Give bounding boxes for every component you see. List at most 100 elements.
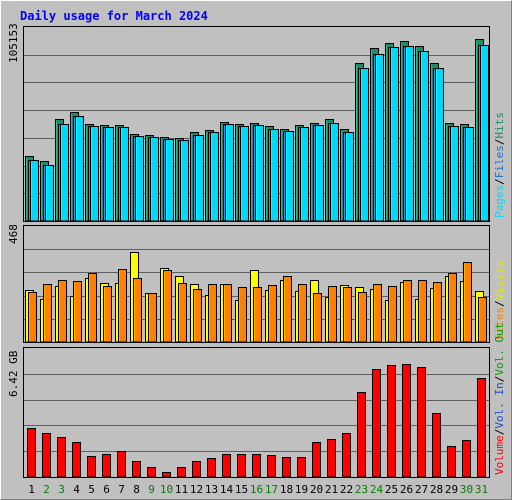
legend-separator: /: [493, 139, 506, 146]
bar-sites-day-10: [163, 270, 172, 343]
bars-layer: [25, 39, 489, 478]
bar-volume-day-13: [207, 458, 216, 478]
bar-sites-day-26: [403, 280, 412, 343]
bar-sites-day-12: [193, 289, 202, 343]
bar-volume-day-3: [57, 437, 66, 478]
bar-pages-day-2: [45, 165, 54, 222]
bar-volume-day-26: [402, 364, 411, 478]
x-tick-label: 8: [133, 483, 140, 496]
bar-volume-day-6: [102, 454, 111, 478]
bar-sites-day-5: [88, 273, 97, 343]
bar-sites-day-11: [178, 283, 187, 343]
x-tick-label: 28: [430, 483, 443, 496]
x-tick-label: 25: [385, 483, 398, 496]
legend-visits: Visits: [493, 261, 506, 301]
bar-pages-day-19: [300, 127, 309, 222]
legend-text: Pages/Files/Hits: [493, 112, 506, 218]
bar-volume-day-19: [297, 457, 306, 478]
bar-sites-day-31: [478, 297, 487, 343]
bar-volume-day-25: [387, 365, 396, 478]
bar-volume-day-31: [477, 378, 486, 478]
bar-sites-day-3: [58, 280, 67, 343]
x-tick-label: 21: [325, 483, 338, 496]
bar-sites-day-9: [148, 293, 157, 343]
bar-sites-day-13: [208, 284, 217, 343]
bar-volume-day-30: [462, 440, 471, 478]
bar-pages-day-22: [345, 132, 354, 222]
x-tick-label: 9: [148, 483, 155, 496]
x-tick-label: 27: [415, 483, 428, 496]
chart-title: Daily usage for March 2024: [20, 9, 208, 23]
legend-separator: /: [493, 429, 506, 436]
bar-volume-day-5: [87, 456, 96, 478]
legend-layer: Pages/Files/HitsSites/VisitsVolume/Vol. …: [493, 112, 506, 475]
bar-pages-day-14: [225, 124, 234, 222]
bar-sites-day-4: [73, 281, 82, 343]
bar-pages-day-15: [240, 126, 249, 222]
x-tick-label: 10: [160, 483, 173, 496]
bar-volume-day-20: [312, 442, 321, 478]
legend-text: Volume/Vol. In/Vol. Out: [493, 323, 506, 475]
bar-pages-day-7: [120, 127, 129, 222]
bar-volume-day-27: [417, 367, 426, 478]
bar-sites-day-6: [103, 286, 112, 343]
bar-pages-day-26: [405, 46, 414, 222]
bar-sites-day-17: [268, 285, 277, 343]
x-tick-label: 19: [295, 483, 308, 496]
bar-pages-day-13: [210, 132, 219, 222]
bar-volume-day-9: [147, 467, 156, 478]
bar-volume-day-1: [27, 428, 36, 478]
bar-pages-day-25: [390, 47, 399, 222]
bar-pages-day-5: [90, 126, 99, 222]
bar-sites-day-1: [28, 292, 37, 343]
bar-volume-day-7: [117, 451, 126, 478]
x-tick-label: 20: [310, 483, 323, 496]
panel-volume-ytick: 6.42 GB: [7, 350, 20, 397]
bar-sites-day-27: [418, 280, 427, 343]
x-tick-label: 31: [475, 483, 488, 496]
legend-hits: Hits: [493, 112, 506, 139]
x-axis-labels: 1 2 3 4 5 6 7 8 9 10 11 12 13 14 15 16 17 18 19 20 21 22 23 24 2…: [28, 483, 488, 496]
bar-sites-day-15: [238, 287, 247, 343]
bar-sites-day-14: [223, 284, 232, 343]
bar-pages-day-21: [330, 123, 339, 222]
bar-volume-day-21: [327, 439, 336, 478]
bar-sites-day-24: [373, 284, 382, 343]
legend-vol-out: Vol. Out: [493, 323, 506, 376]
bar-sites-day-8: [133, 278, 142, 343]
bar-pages-day-1: [30, 160, 39, 222]
bar-volume-day-28: [432, 413, 441, 478]
bar-pages-day-9: [150, 137, 159, 222]
bar-pages-day-28: [435, 68, 444, 222]
x-tick-label: 26: [400, 483, 413, 496]
x-tick-label: 14: [220, 483, 234, 496]
bar-sites-day-2: [43, 284, 52, 343]
bar-pages-day-6: [105, 127, 114, 222]
bar-pages-day-11: [180, 140, 189, 222]
x-tick-label: 17: [265, 483, 278, 496]
bar-volume-day-8: [132, 461, 141, 478]
x-tick-label: 16: [250, 483, 263, 496]
legend-sites: Sites: [493, 307, 506, 340]
bar-volume-day-16: [252, 454, 261, 478]
x-tick-label: 22: [340, 483, 353, 496]
bar-volume-day-17: [267, 455, 276, 478]
bar-pages-day-17: [270, 129, 279, 222]
bar-sites-day-7: [118, 269, 127, 343]
bar-sites-day-23: [358, 292, 367, 343]
bar-volume-day-2: [42, 433, 51, 478]
x-tick-label: 1: [28, 483, 35, 496]
x-tick-label: 24: [370, 483, 384, 496]
x-tick-label: 13: [205, 483, 218, 496]
bar-pages-day-30: [465, 127, 474, 222]
bar-volume-day-4: [72, 442, 81, 478]
legend-text: Sites/Visits: [493, 261, 506, 341]
bar-sites-day-20: [313, 293, 322, 343]
bar-volume-day-24: [372, 369, 381, 478]
legend-separator: /: [493, 300, 506, 307]
bar-volume-day-10: [162, 472, 171, 478]
bar-pages-day-18: [285, 131, 294, 222]
bar-sites-day-19: [298, 284, 307, 343]
bar-sites-day-30: [463, 262, 472, 343]
